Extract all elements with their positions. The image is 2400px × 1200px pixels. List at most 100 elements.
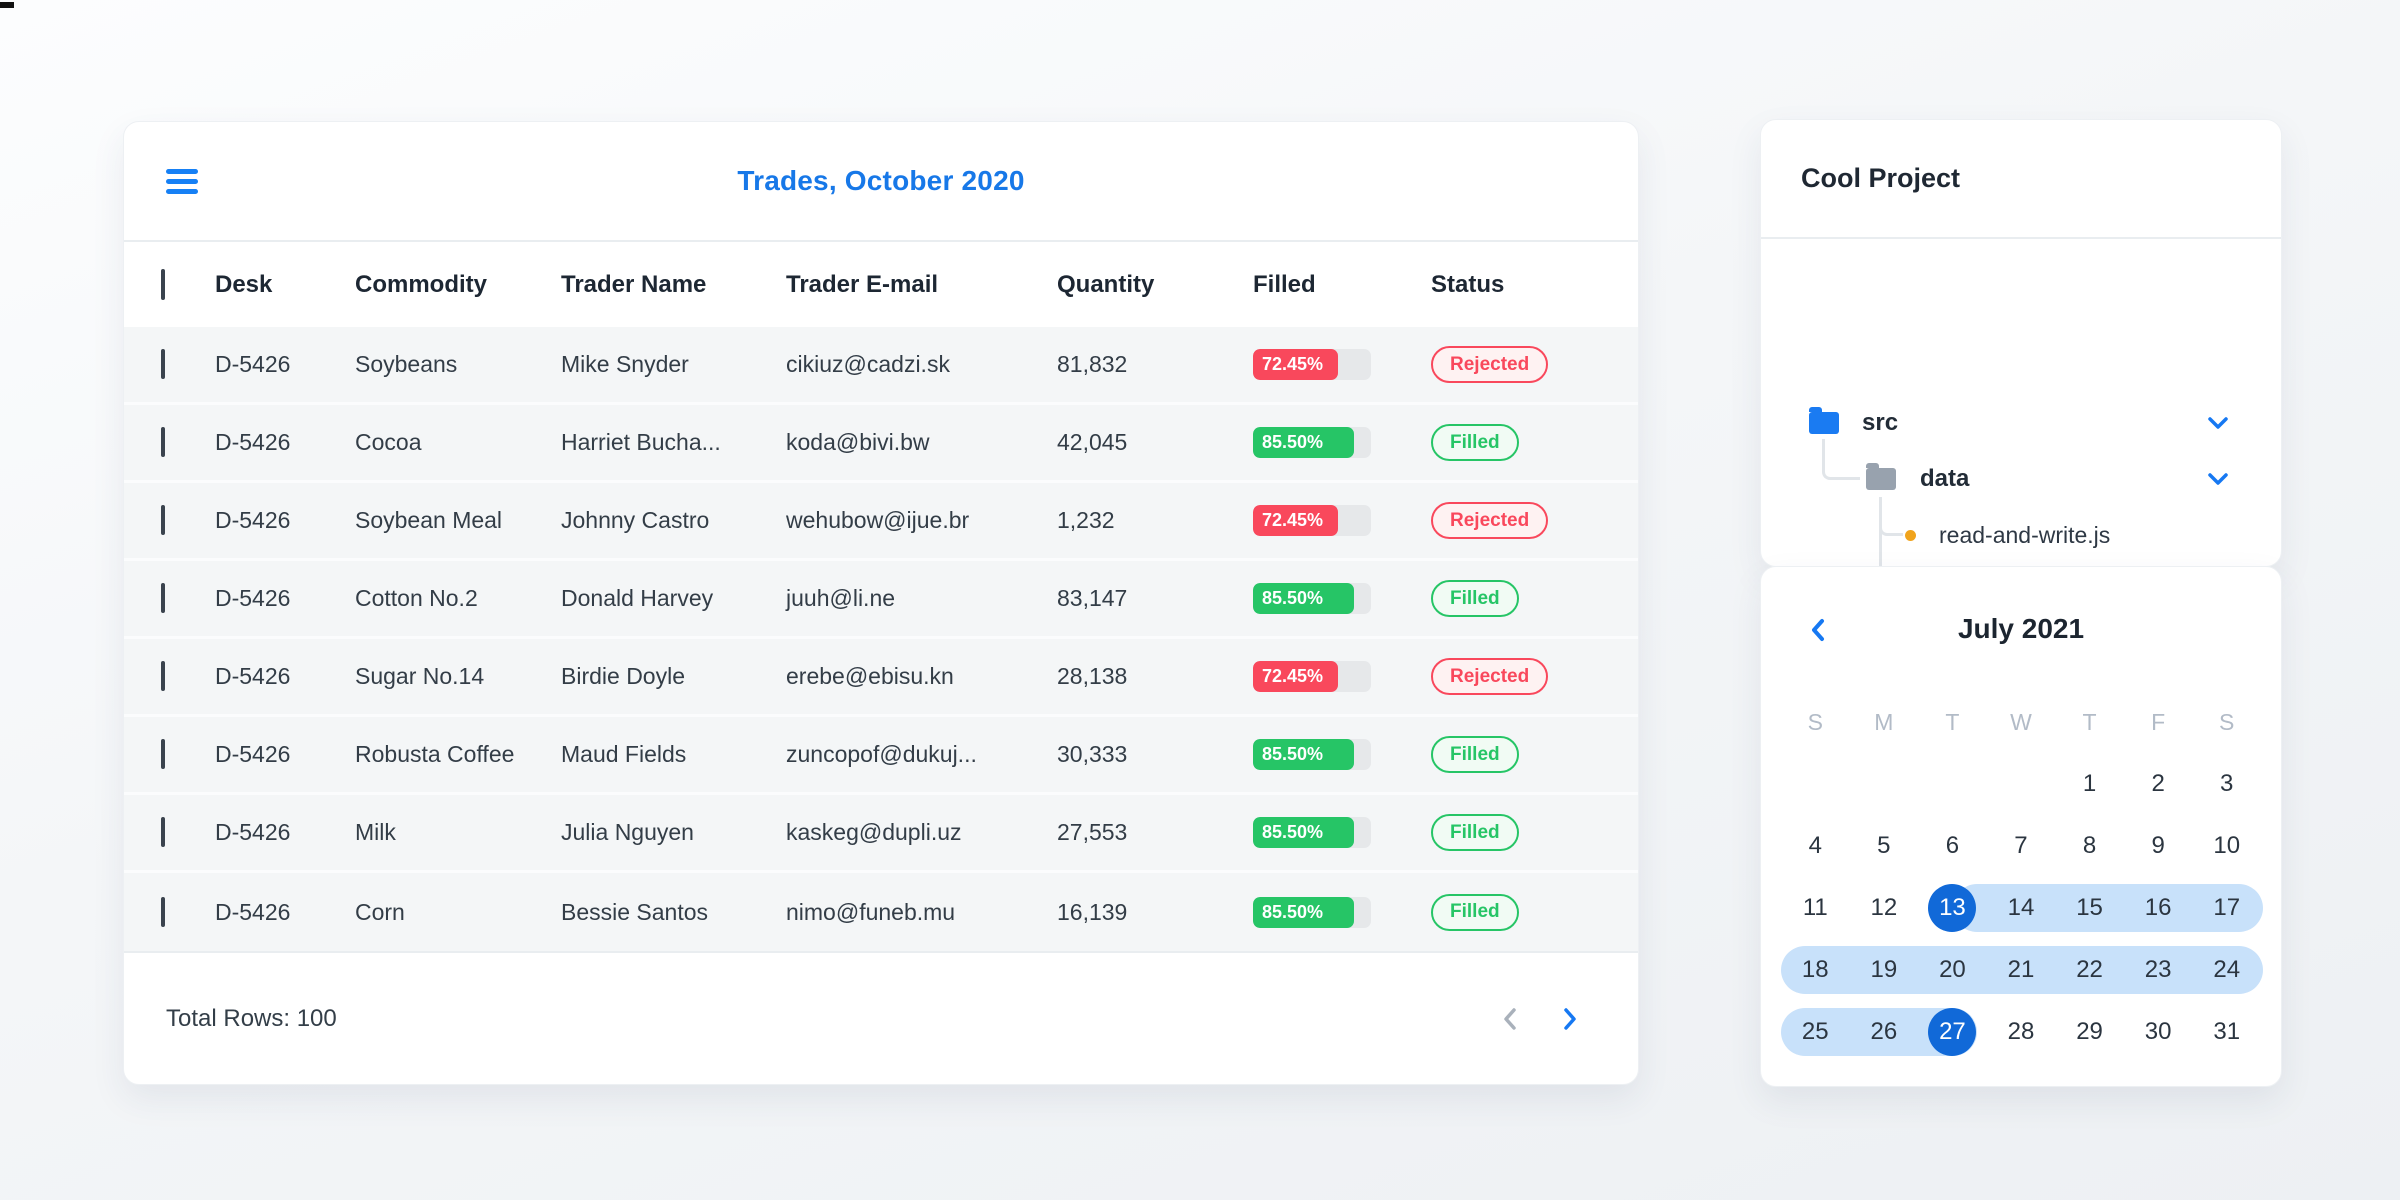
table-row: D-5426 Soybeans Mike Snyder cikiuz@cadzi.sk… [124,327,1638,405]
row-checkbox[interactable] [161,505,165,535]
day-cell[interactable]: 18 [1781,939,1850,1001]
day-cell[interactable]: 16 [2124,877,2193,939]
day-number: 7 [2014,832,2028,859]
table-row: D-5426 Corn Bessie Santos nimo@funeb.mu 16,1… [124,873,1638,951]
tree-item-label: data [1920,465,1970,492]
day-cell[interactable]: 28 [1987,1001,2056,1063]
row-checkbox[interactable] [161,739,165,769]
day-cell[interactable]: 29 [2055,1001,2124,1063]
progress-bar: 72.45% [1253,505,1371,536]
day-cell[interactable]: 3 [2192,753,2261,815]
desk-cell: D-5426 [215,898,291,925]
day-cell[interactable]: 12 [1850,877,1919,939]
tree-item-data[interactable]: data [1866,463,2281,495]
filled-cell: 72.45% [1253,349,1431,380]
day-cell[interactable]: 13 [1918,877,1987,939]
calendar-week-row: 11 12 13 14 15 16 17 [1781,877,2263,939]
trader-cell: Donald Harvey [561,585,714,611]
checkbox-cell [161,349,215,379]
day-cell[interactable]: 30 [2124,1001,2193,1063]
next-page-icon[interactable] [1558,1005,1582,1033]
row-checkbox[interactable] [161,583,165,613]
day-number: 18 [1801,956,1829,983]
weekday-label: S [2219,708,2235,735]
day-number: 3 [2220,770,2234,797]
day-number: 6 [1945,832,1960,859]
status-badge: Filled [1431,736,1519,773]
menu-icon[interactable] [166,168,198,194]
checkbox-cell [161,896,215,927]
calendar-week-row: 25 26 27 28 29 30 31 [1781,1001,2261,1063]
day-cell[interactable]: 21 [1987,939,2056,1001]
col-header-quantity: Quantity [1057,270,1155,298]
chevron-down-icon[interactable] [2205,414,2231,432]
day-cell[interactable]: 15 [2055,877,2124,939]
day-cell[interactable]: 5 [1850,815,1919,877]
project-panel: Cool Project src data read-and-write.js … [1760,119,2282,605]
day-cell[interactable]: 27 [1918,1001,1987,1063]
status-badge: Filled [1431,424,1519,461]
day-cell[interactable]: 19 [1850,939,1919,1001]
progress-bar: 85.50% [1253,896,1371,928]
progress-fill: 85.50% [1253,427,1354,458]
row-checkbox[interactable] [161,896,165,927]
day-cell[interactable]: 24 [2192,939,2261,1001]
day-cell[interactable]: 9 [2124,815,2193,877]
status-badge: Filled [1431,814,1519,851]
day-cell[interactable]: 10 [2192,815,2261,877]
tree-item-label: src [1862,409,1899,436]
day-number: 2 [2151,770,2165,797]
select-all-checkbox[interactable] [161,268,165,300]
trades-panel: Trades, October 2020 Desk Commodity Trad… [123,121,1639,1085]
email-cell: erebe@ebisu.kn [786,663,954,689]
desk-cell: D-5426 [215,741,291,767]
filled-cell: 72.45% [1253,505,1431,536]
weekday-label: T [1945,708,1960,735]
prev-page-icon[interactable] [1498,1005,1522,1033]
file-tree: src data read-and-write.js authenticatio… [1761,239,2281,605]
day-cell[interactable]: 4 [1781,815,1850,877]
email-cell: cikiuz@cadzi.sk [786,351,950,377]
day-cell[interactable]: 17 [2192,877,2261,939]
email-cell: wehubow@ijue.br [786,507,970,533]
day-cell[interactable]: 6 [1918,815,1987,877]
day-number: 21 [2007,956,2035,983]
day-cell[interactable]: 26 [1850,1001,1919,1063]
desk-cell: D-5426 [215,585,291,611]
day-cell[interactable]: 2 [2124,753,2193,815]
day-number: 8 [2082,832,2097,859]
checkbox-cell [161,427,215,457]
row-checkbox[interactable] [161,817,165,847]
progress-bar: 72.45% [1253,349,1371,380]
day-cell[interactable]: 7 [1987,815,2056,877]
prev-month-icon[interactable] [1807,617,1829,643]
progress-fill: 85.50% [1253,817,1354,848]
tree-item-src[interactable]: src [1809,407,2281,439]
day-cell[interactable]: 31 [2192,1001,2261,1063]
day-cell[interactable]: 20 [1918,939,1987,1001]
day-cell[interactable]: 8 [2055,815,2124,877]
weekday-label: F [2151,708,2166,735]
selected-range-band [1781,946,2263,994]
progress-label: 72.45% [1262,354,1324,374]
day-cell[interactable]: 14 [1987,877,2056,939]
quantity-cell: 83,147 [1057,585,1128,611]
day-cell[interactable]: 11 [1781,877,1850,939]
col-header-filled: Filled [1253,270,1316,298]
commodity-cell: Corn [355,898,405,925]
day-cell[interactable]: 25 [1781,1001,1850,1063]
day-number: 12 [1870,894,1898,921]
tree-item-file[interactable]: read-and-write.js [1905,519,2281,551]
trader-cell: Bessie Santos [561,898,709,925]
day-number: 14 [2007,894,2035,921]
day-cell[interactable]: 1 [2055,753,2124,815]
row-checkbox[interactable] [161,427,165,457]
day-cell[interactable]: 23 [2124,939,2193,1001]
progress-label: 85.50% [1262,901,1324,922]
row-checkbox[interactable] [161,661,165,691]
chevron-down-icon[interactable] [2205,470,2231,488]
row-checkbox[interactable] [161,349,165,379]
day-number: 29 [2076,1018,2103,1045]
day-cell[interactable]: 22 [2055,939,2124,1001]
